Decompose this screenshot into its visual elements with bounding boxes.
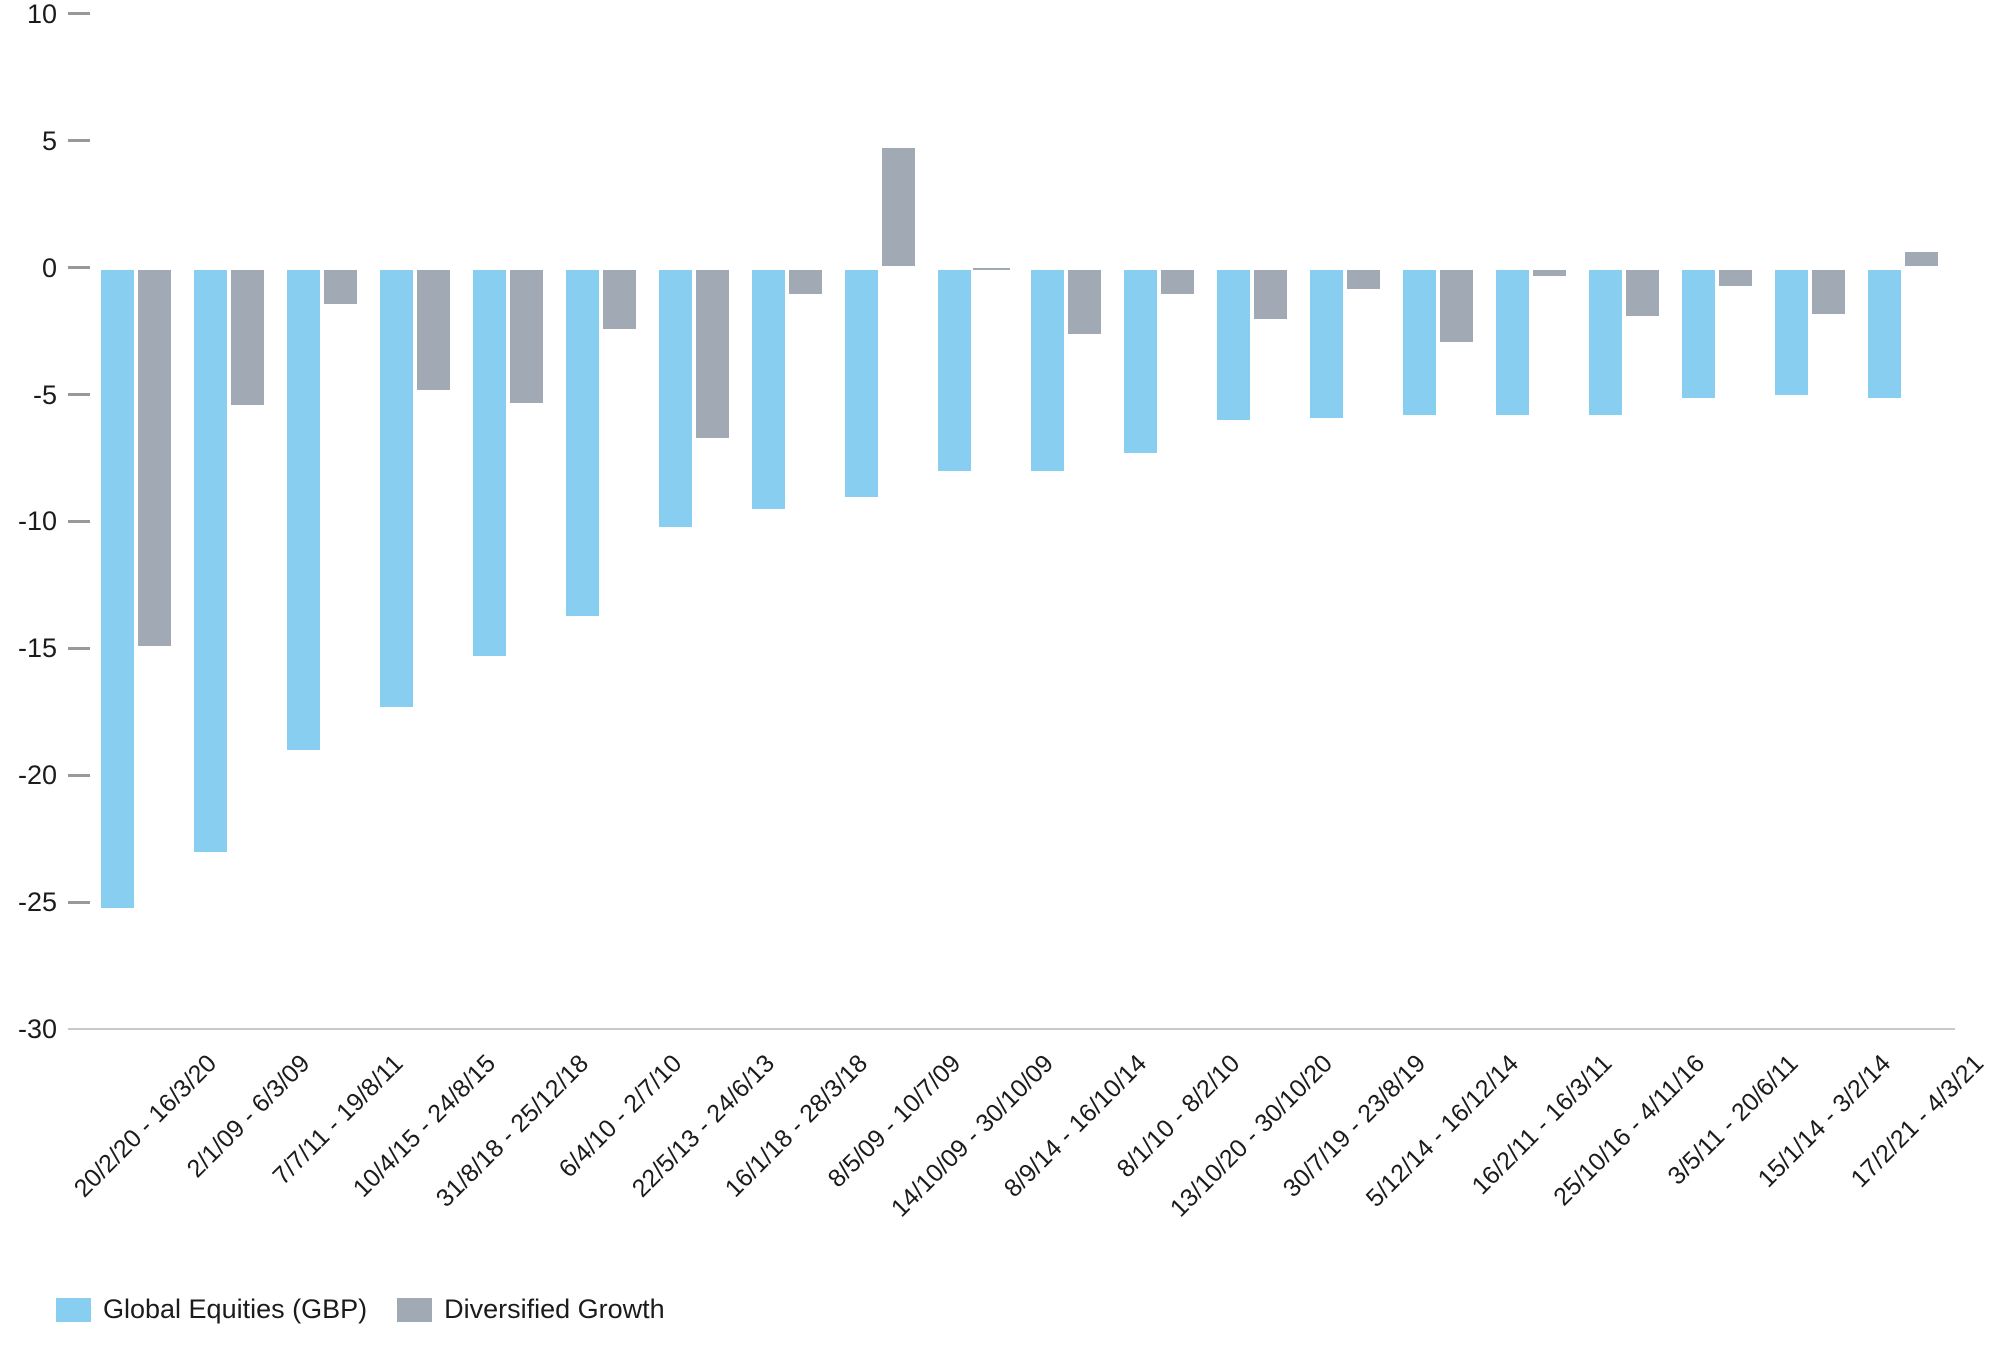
legend-item-global-equities[interactable]: Global Equities (GBP): [56, 1294, 367, 1325]
y-tick-mark: [68, 393, 90, 397]
y-tick-mark: [68, 266, 90, 270]
y-tick-mark: [68, 900, 90, 904]
y-tick-label: 10: [26, 0, 57, 29]
bar-diversified-growth: [1066, 267, 1104, 337]
legend-label-global-equities: Global Equities (GBP): [103, 1294, 368, 1324]
bar-diversified-growth: [1252, 267, 1290, 321]
legend-swatch-diversified-growth: [397, 1297, 433, 1322]
y-tick-label: -10: [17, 506, 57, 537]
bar-diversified-growth: [1810, 267, 1848, 316]
y-tick-mark: [68, 139, 90, 143]
y-tick-mark: [68, 646, 90, 650]
bar-diversified-growth: [1531, 267, 1569, 278]
bar-global-equities: [657, 267, 695, 530]
bar-diversified-growth: [1438, 267, 1476, 344]
bar-global-equities: [1866, 267, 1904, 400]
bar-diversified-growth: [322, 267, 360, 306]
y-tick-label: -5: [32, 379, 57, 410]
bar-global-equities: [285, 267, 323, 753]
bar-diversified-growth: [787, 267, 825, 296]
y-tick-label: -20: [17, 760, 57, 791]
bar-diversified-growth: [694, 267, 732, 441]
bar-global-equities: [1680, 267, 1718, 400]
bar-global-equities: [843, 267, 881, 499]
y-tick-mark: [68, 519, 90, 523]
x-axis-label: 13/10/20 - 30/10/20: [1165, 1049, 1339, 1223]
bar-diversified-growth: [1624, 267, 1662, 319]
y-tick-mark: [68, 773, 90, 777]
x-axis-label: 14/10/09 - 30/10/09: [886, 1049, 1060, 1223]
y-tick-label: 0: [41, 252, 57, 283]
bar-global-equities: [1308, 267, 1346, 420]
bar-diversified-growth: [1903, 249, 1941, 268]
bar-global-equities: [1587, 267, 1625, 418]
bar-diversified-growth: [1345, 267, 1383, 291]
bar-diversified-growth: [229, 267, 267, 408]
bar-global-equities: [1494, 267, 1532, 418]
bar-diversified-growth: [1159, 267, 1197, 296]
y-tick-label: -30: [17, 1013, 57, 1044]
y-tick-mark: [68, 12, 90, 16]
bar-diversified-growth: [880, 145, 918, 268]
bar-global-equities: [471, 267, 509, 659]
bar-global-equities: [99, 267, 137, 910]
bar-diversified-growth: [973, 267, 1011, 271]
y-tick-label: 5: [41, 125, 57, 156]
y-tick-label: -25: [17, 887, 57, 917]
bar-global-equities: [936, 267, 974, 474]
legend-item-diversified-growth[interactable]: Diversified Growth: [397, 1294, 665, 1325]
legend: Global Equities (GBP) Diversified Growth: [56, 1294, 665, 1325]
bar-diversified-growth: [136, 267, 174, 649]
bar-diversified-growth: [1717, 267, 1755, 288]
bar-diversified-growth: [415, 267, 453, 392]
bar-global-equities: [1029, 267, 1067, 474]
bar-global-equities: [1215, 267, 1253, 423]
legend-label-diversified-growth: Diversified Growth: [444, 1294, 665, 1324]
x-axis-baseline: [68, 1027, 1955, 1030]
bar-diversified-growth: [601, 267, 639, 332]
bar-global-equities: [192, 267, 230, 854]
bar-global-equities: [1401, 267, 1439, 418]
legend-swatch-global-equities: [56, 1297, 91, 1322]
bar-global-equities: [564, 267, 602, 618]
bar-diversified-growth: [508, 267, 546, 405]
bar-global-equities: [378, 267, 416, 710]
bar-global-equities: [750, 267, 788, 512]
y-tick-label: -15: [17, 633, 57, 664]
bar-global-equities: [1773, 267, 1811, 398]
bar-global-equities: [1122, 267, 1160, 456]
